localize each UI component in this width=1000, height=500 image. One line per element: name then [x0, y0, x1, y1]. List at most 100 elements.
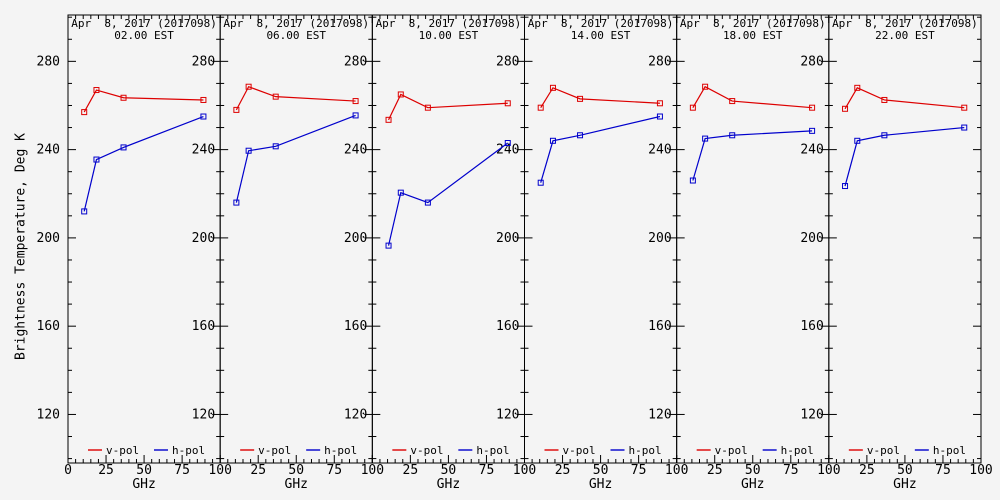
- v-pol-line: [540, 87, 660, 109]
- y-tick-label: 160: [37, 319, 60, 334]
- h-pol-line: [387, 142, 509, 246]
- panel-title-date: Apr 8, 2017 (2017098): [223, 17, 369, 30]
- h-pol-line: [844, 126, 965, 187]
- v-pol-data-point-marker: [854, 84, 861, 91]
- panel-title-time: 10.00 EST: [419, 29, 479, 42]
- panel-title-time: 02.00 EST: [114, 29, 174, 42]
- y-tick-label: 280: [344, 54, 367, 69]
- y-tick-label: 200: [192, 231, 215, 246]
- v-pol-data-point-marker: [81, 109, 88, 116]
- h-pol-data-point-marker: [729, 132, 736, 139]
- v-pol-data-point-marker: [93, 87, 100, 94]
- h-pol-data-point-marker: [397, 189, 404, 196]
- v-pol-data-point-marker: [881, 96, 888, 103]
- y-axis-title: Brightness Temperature, Deg K: [13, 133, 29, 360]
- v-pol-data-point-marker: [200, 96, 207, 103]
- x-tick-label: 25: [707, 463, 723, 478]
- v-pol-data-point-marker: [245, 83, 252, 90]
- x-tick-label: 75: [783, 463, 799, 478]
- x-tick-label: 75: [174, 463, 190, 478]
- x-axis-unit-label: GHz: [437, 477, 460, 492]
- x-tick-label: 100: [817, 463, 840, 478]
- v-pol-data-point-marker: [272, 93, 279, 100]
- h-pol-data-point-marker: [881, 132, 888, 139]
- y-tick-label: 200: [496, 231, 519, 246]
- y-tick-label: 200: [648, 231, 671, 246]
- h-pol-data-point-marker: [385, 242, 392, 249]
- y-tick-label: 160: [648, 319, 671, 334]
- y-tick-label: 200: [37, 231, 60, 246]
- v-pol-line: [83, 89, 204, 113]
- panel-title-date: Apr 8, 2017 (2017098): [376, 17, 522, 30]
- h-pol-line: [540, 115, 661, 183]
- legend-label-v-pol: v-pol: [258, 444, 291, 457]
- x-tick-label: 25: [555, 463, 571, 478]
- h-pol-data-point-marker: [245, 147, 252, 154]
- y-tick-label: 120: [192, 407, 215, 422]
- panel-title-date: Apr 8, 2017 (2017098): [528, 17, 674, 30]
- x-axis-unit-label: GHz: [741, 477, 764, 492]
- y-tick-label: 240: [192, 143, 215, 158]
- h-pol-data-point-marker: [961, 124, 968, 131]
- v-pol-data-point-marker: [120, 94, 127, 101]
- h-pol-data-point-marker: [200, 113, 207, 120]
- h-pol-data-point-marker: [424, 199, 431, 206]
- y-tick-label: 160: [192, 319, 215, 334]
- legend-label-h-pol: h-pol: [324, 444, 357, 457]
- legend-label-h-pol: h-pol: [476, 444, 509, 457]
- h-pol-data-point-marker: [702, 135, 709, 142]
- legend-label-v-pol: v-pol: [563, 444, 596, 457]
- x-tick-label: 25: [250, 463, 266, 478]
- y-tick-label: 240: [496, 143, 519, 158]
- h-pol-data-point-marker: [854, 137, 861, 144]
- x-tick-label: 50: [745, 463, 761, 478]
- v-pol-line: [844, 87, 965, 110]
- x-tick-label: 100: [513, 463, 536, 478]
- panel-title-time: 22.00 EST: [875, 29, 935, 42]
- y-tick-label: 240: [648, 143, 671, 158]
- h-pol-data-point-marker: [689, 177, 696, 184]
- h-pol-data-point-marker: [93, 156, 100, 163]
- panel-title-time: 14.00 EST: [571, 29, 631, 42]
- v-pol-data-point-marker: [424, 104, 431, 111]
- panel-title-date: Apr 8, 2017 (2017098): [71, 17, 217, 30]
- panel-title-date: Apr 8, 2017 (2017098): [832, 17, 978, 30]
- h-pol-data-point-marker: [842, 183, 849, 190]
- x-axis-unit-label: GHz: [132, 477, 155, 492]
- v-pol-data-point-marker: [549, 84, 556, 91]
- legend-label-h-pol: h-pol: [172, 444, 205, 457]
- v-pol-data-point-marker: [577, 95, 584, 102]
- legend-label-h-pol: h-pol: [933, 444, 966, 457]
- y-tick-label: 280: [496, 54, 519, 69]
- x-axis-unit-label: GHz: [893, 477, 916, 492]
- x-tick-label: 75: [479, 463, 495, 478]
- v-pol-data-point-marker: [689, 104, 696, 111]
- v-pol-data-point-marker: [809, 104, 816, 111]
- v-pol-data-point-marker: [504, 100, 511, 107]
- x-tick-label: 50: [136, 463, 152, 478]
- v-pol-data-point-marker: [961, 104, 968, 111]
- y-tick-label: 160: [496, 319, 519, 334]
- h-pol-data-point-marker: [352, 112, 359, 119]
- v-pol-data-point-marker: [537, 104, 544, 111]
- panel-title-time: 06.00 EST: [266, 29, 326, 42]
- x-tick-label: 25: [403, 463, 419, 478]
- y-tick-label: 120: [37, 407, 60, 422]
- x-axis-unit-label: GHz: [285, 477, 308, 492]
- x-tick-label: 0: [64, 463, 72, 478]
- x-tick-label: 100: [969, 463, 992, 478]
- legend-label-v-pol: v-pol: [410, 444, 443, 457]
- v-pol-data-point-marker: [352, 98, 359, 105]
- y-tick-label: 120: [648, 407, 671, 422]
- panel-title-time: 18.00 EST: [723, 29, 783, 42]
- y-tick-label: 280: [800, 54, 823, 69]
- y-tick-label: 240: [800, 143, 823, 158]
- x-tick-label: 25: [859, 463, 875, 478]
- x-tick-label: 100: [208, 463, 231, 478]
- x-tick-label: 50: [897, 463, 913, 478]
- y-tick-label: 280: [648, 54, 671, 69]
- x-tick-label: 50: [288, 463, 304, 478]
- h-pol-data-point-marker: [656, 113, 663, 120]
- legend-label-h-pol: h-pol: [629, 444, 662, 457]
